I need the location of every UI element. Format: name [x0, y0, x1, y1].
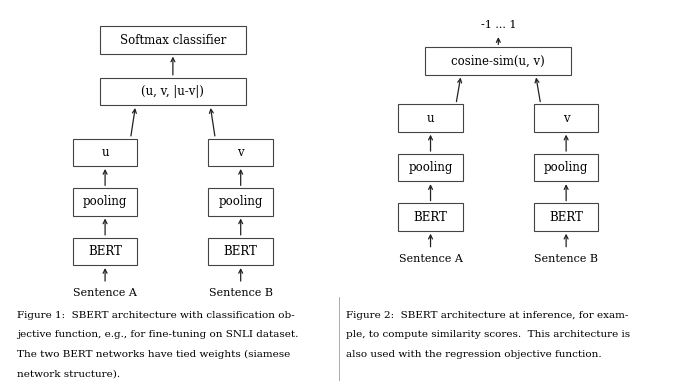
Text: pooling: pooling — [83, 195, 127, 208]
Text: v: v — [563, 112, 570, 125]
Text: u: u — [426, 112, 435, 125]
Text: Sentence A: Sentence A — [73, 288, 137, 298]
FancyBboxPatch shape — [399, 154, 462, 181]
Text: Figure 1:  SBERT architecture with classification ob-: Figure 1: SBERT architecture with classi… — [17, 311, 295, 320]
Text: also used with the regression objective function.: also used with the regression objective … — [346, 350, 601, 359]
Text: pooling: pooling — [408, 161, 453, 174]
Text: Sentence A: Sentence A — [399, 254, 462, 264]
Text: The two BERT networks have tied weights (siamese: The two BERT networks have tied weights … — [17, 350, 290, 359]
Text: ple, to compute similarity scores.  This architecture is: ple, to compute similarity scores. This … — [346, 330, 630, 339]
FancyBboxPatch shape — [534, 104, 598, 132]
FancyBboxPatch shape — [209, 238, 273, 265]
FancyBboxPatch shape — [209, 188, 273, 216]
FancyBboxPatch shape — [399, 104, 462, 132]
FancyBboxPatch shape — [100, 78, 246, 105]
FancyBboxPatch shape — [100, 26, 246, 54]
Text: pooling: pooling — [218, 195, 263, 208]
FancyBboxPatch shape — [73, 238, 137, 265]
Text: Figure 2:  SBERT architecture at inference, for exam-: Figure 2: SBERT architecture at inferenc… — [346, 311, 628, 320]
FancyBboxPatch shape — [73, 139, 137, 166]
Text: Sentence B: Sentence B — [534, 254, 598, 264]
Text: v: v — [237, 146, 244, 159]
Text: BERT: BERT — [549, 211, 583, 224]
FancyBboxPatch shape — [73, 188, 137, 216]
Text: BERT: BERT — [224, 245, 258, 258]
Text: BERT: BERT — [414, 211, 447, 224]
FancyBboxPatch shape — [534, 154, 598, 181]
Text: pooling: pooling — [544, 161, 589, 174]
Text: BERT: BERT — [88, 245, 122, 258]
Text: Softmax classifier: Softmax classifier — [120, 34, 226, 46]
Text: (u, v, |u-v|): (u, v, |u-v|) — [142, 85, 204, 98]
FancyBboxPatch shape — [399, 203, 462, 231]
FancyBboxPatch shape — [534, 203, 598, 231]
Text: Sentence B: Sentence B — [209, 288, 273, 298]
FancyBboxPatch shape — [426, 47, 571, 75]
Text: network structure).: network structure). — [17, 370, 120, 379]
Text: jective function, e.g., for fine-tuning on SNLI dataset.: jective function, e.g., for fine-tuning … — [17, 330, 298, 339]
Text: -1 ... 1: -1 ... 1 — [481, 20, 516, 30]
Text: cosine-sim(u, v): cosine-sim(u, v) — [452, 54, 545, 67]
FancyBboxPatch shape — [209, 139, 273, 166]
Text: u: u — [101, 146, 109, 159]
